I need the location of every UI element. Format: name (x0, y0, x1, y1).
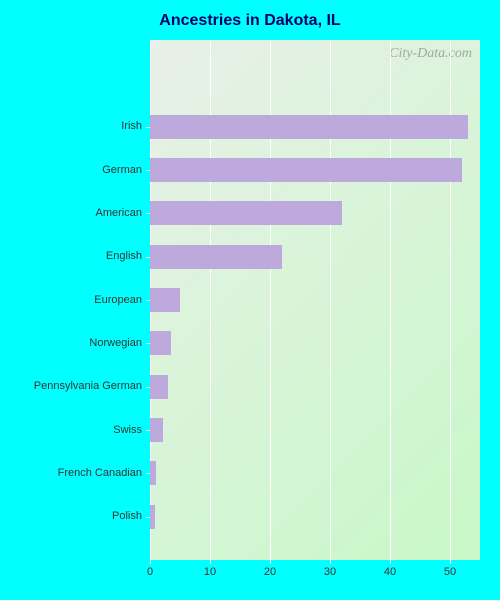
chart-canvas: Ancestries in Dakota, IL City-Data.com I… (0, 0, 500, 600)
bar (150, 288, 180, 312)
bar (150, 375, 168, 399)
y-tick (146, 430, 150, 431)
y-tick (146, 387, 150, 388)
x-axis-label: 10 (204, 566, 216, 578)
y-axis-label: German (102, 164, 142, 176)
bar (150, 505, 155, 529)
y-axis-label: European (94, 294, 142, 306)
bar (150, 461, 156, 485)
y-tick (146, 170, 150, 171)
x-tick (150, 560, 151, 564)
y-tick (146, 213, 150, 214)
plot-area: City-Data.com (150, 40, 480, 560)
x-axis-label: 40 (384, 566, 396, 578)
y-axis-label: Norwegian (89, 337, 142, 349)
y-axis-label: Polish (112, 510, 142, 522)
chart-title: Ancestries in Dakota, IL (0, 12, 500, 30)
y-tick (146, 517, 150, 518)
y-tick (146, 473, 150, 474)
bar (150, 418, 163, 442)
bar (150, 331, 171, 355)
y-tick (146, 257, 150, 258)
bars-layer (150, 40, 480, 560)
y-axis-label: Irish (121, 120, 142, 132)
x-axis-label: 30 (324, 566, 336, 578)
x-tick (330, 560, 331, 564)
x-tick (450, 560, 451, 564)
x-axis-label: 20 (264, 566, 276, 578)
y-axis-label: English (106, 250, 142, 262)
x-tick (390, 560, 391, 564)
x-axis-label: 50 (444, 566, 456, 578)
bar (150, 158, 462, 182)
y-axis-label: Swiss (113, 424, 142, 436)
bar (150, 115, 468, 139)
y-axis-label: Pennsylvania German (34, 380, 142, 392)
y-tick (146, 300, 150, 301)
x-tick (270, 560, 271, 564)
x-tick (210, 560, 211, 564)
y-axis-label: French Canadian (58, 467, 142, 479)
bar (150, 245, 282, 269)
y-tick (146, 127, 150, 128)
y-axis-label: American (96, 207, 142, 219)
bar (150, 201, 342, 225)
x-axis-label: 0 (147, 566, 153, 578)
y-tick (146, 343, 150, 344)
